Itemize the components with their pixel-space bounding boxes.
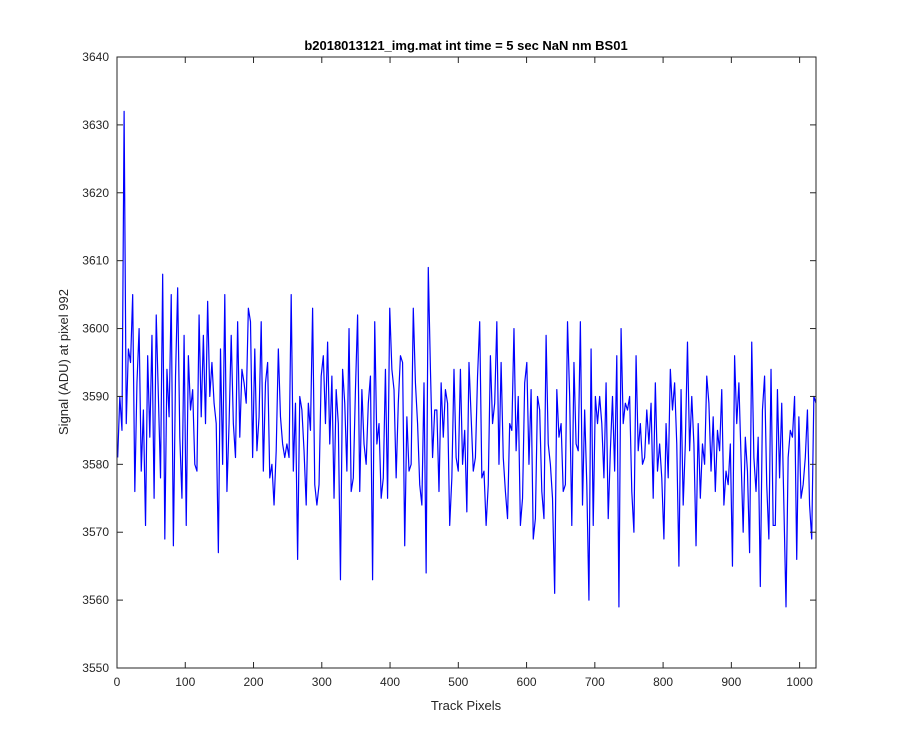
y-tick-label: 3610 [82,254,109,268]
y-tick-label: 3590 [82,389,109,403]
y-tick-label: 3640 [82,50,109,64]
y-tick-label: 3560 [82,593,109,607]
x-tick-label: 1000 [786,675,813,689]
x-axis-ticks: 0 100 200 300 400 500 600 700 800 900 1000 [114,57,813,689]
y-tick-label: 3630 [82,118,109,132]
y-tick-label: 3570 [82,525,109,539]
y-tick-label: 3600 [82,322,109,336]
x-tick-label: 800 [653,675,673,689]
chart-title: b2018013121_img.mat int time = 5 sec NaN… [304,38,627,53]
y-tick-label: 3550 [82,661,109,675]
y-axis-label: Signal (ADU) at pixel 992 [56,289,71,435]
series-line-0 [117,110,817,608]
plot-area [117,57,816,668]
x-tick-label: 700 [585,675,605,689]
y-tick-label: 3580 [82,457,109,471]
x-tick-label: 600 [517,675,537,689]
x-tick-label: 200 [244,675,264,689]
x-tick-label: 500 [448,675,468,689]
x-tick-label: 900 [721,675,741,689]
x-tick-label: 100 [175,675,195,689]
series-layer [117,110,817,608]
y-axis-ticks: 3550 3560 3570 3580 3590 3600 3610 3620 3630 3640 [82,50,816,675]
plot-frame [116,56,817,669]
y-tick-label: 3620 [82,186,109,200]
x-axis-label: Track Pixels [431,698,502,713]
x-tick-label: 400 [380,675,400,689]
x-tick-label: 300 [312,675,332,689]
x-tick-label: 0 [114,675,121,689]
